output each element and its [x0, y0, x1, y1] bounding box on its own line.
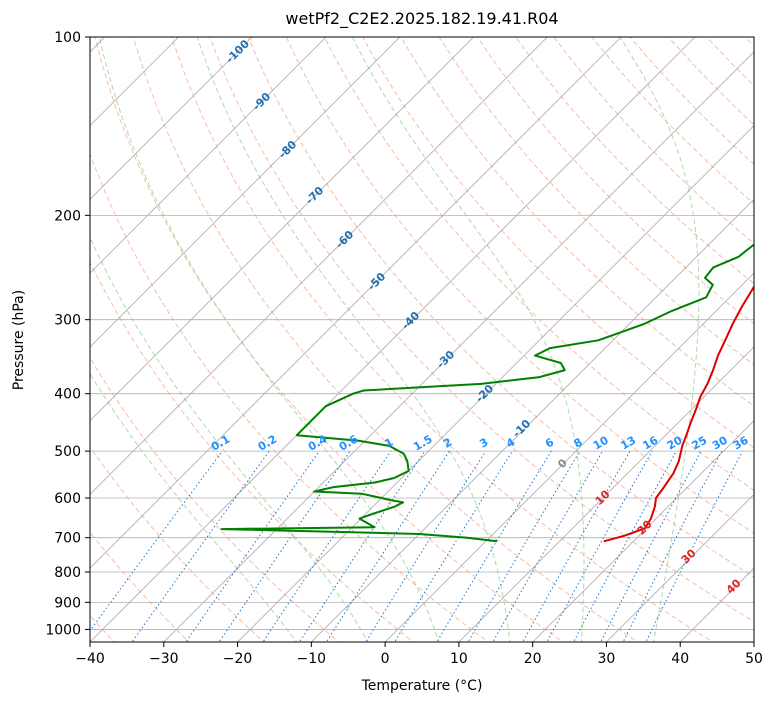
isotherm: [90, 37, 474, 422]
temperature-profile: [603, 285, 754, 543]
dry-adiabat: [285, 37, 754, 535]
dry-adiabat-label: -20: [473, 382, 496, 405]
y-tick-label: 200: [54, 208, 81, 224]
mixing-ratio-label: 25: [690, 434, 710, 453]
isotherm: [90, 37, 696, 642]
x-tick-label: −30: [149, 651, 179, 667]
dry-adiabat-label: 40: [724, 576, 744, 596]
y-axis-label: Pressure (hPa): [11, 289, 27, 391]
isotherm: [606, 493, 754, 642]
x-tick-label: 20: [524, 651, 542, 667]
isotherm: [90, 37, 253, 200]
isotherm: [163, 51, 754, 642]
mixing-ratio-line: [645, 450, 743, 642]
dry-adiabat: [90, 356, 340, 642]
mixing-ratio-line: [298, 450, 426, 642]
dry-adiabat: [553, 37, 754, 245]
dry-adiabat-label: -10: [510, 417, 533, 440]
dry-adiabat: [171, 37, 714, 642]
mixing-ratio-label: 16: [641, 433, 661, 452]
mixing-ratio-label: 3: [477, 436, 490, 451]
y-tick-label: 500: [54, 444, 81, 460]
isotherm: [384, 272, 754, 642]
y-tick-label: 1000: [45, 622, 81, 638]
y-tick-label: 300: [54, 313, 81, 329]
mixing-ratio-label: 1.5: [411, 433, 434, 454]
x-tick-label: −20: [223, 651, 253, 667]
dry-adiabat-label: -40: [399, 309, 422, 332]
mixing-ratio-line: [365, 450, 487, 642]
moist-adiabat: [90, 372, 298, 642]
dewpoint-profile: [220, 243, 754, 543]
x-tick-label: 10: [450, 651, 468, 667]
isotherm: [90, 37, 327, 274]
dry-adiabat-label: 10: [593, 487, 613, 507]
mixing-ratio-line: [325, 450, 450, 642]
plot-frame: [89, 36, 755, 643]
y-tick-label: 100: [54, 30, 81, 46]
dry-adiabat: [515, 37, 754, 285]
y-tick-label: 700: [54, 531, 81, 547]
y-tick-label: 400: [54, 387, 81, 403]
plot-area: [90, 37, 754, 642]
dry-adiabat-label: 30: [679, 546, 699, 566]
x-tick-label: −10: [297, 651, 327, 667]
mixing-ratio-line: [90, 450, 223, 632]
y-tick-label: 800: [54, 565, 81, 581]
chart-title: wetPf2_C2E2.2025.182.19.41.R04: [285, 9, 559, 28]
dry-adiabat-label: 0: [555, 456, 570, 471]
dry-adiabat: [744, 37, 754, 47]
isotherm: [532, 420, 754, 642]
mixing-ratio-line: [467, 450, 581, 642]
moist-adiabat: [98, 37, 440, 642]
dry-adiabat: [706, 37, 754, 87]
isotherm: [90, 37, 622, 569]
isotherm: [679, 567, 754, 642]
mixing-ratio-line: [262, 450, 392, 642]
isotherm: [90, 37, 401, 348]
mixing-ratio-line: [622, 450, 723, 642]
x-tick-label: −40: [75, 651, 105, 667]
x-tick-label: 40: [671, 651, 689, 667]
y-tick-label: 600: [54, 491, 81, 507]
mixing-ratio-label: 0.1: [209, 433, 232, 454]
mixing-ratio-label: 10: [591, 433, 611, 452]
dry-adiabat: [90, 446, 265, 642]
isotherm: [311, 198, 754, 642]
mixing-ratio-line: [218, 450, 351, 642]
moist-adiabat: [351, 37, 585, 642]
isotherm: [237, 124, 754, 642]
mixing-ratio-label: 6: [543, 435, 556, 450]
mixing-ratio-line: [394, 450, 513, 642]
dry-adiabat: [400, 37, 754, 407]
mixing-ratio-line: [572, 450, 677, 642]
isotherm: [753, 641, 754, 642]
moist-adiabat: [90, 236, 369, 642]
x-tick-label: 0: [381, 651, 390, 667]
x-tick-label: 30: [598, 651, 616, 667]
dry-adiabat: [476, 37, 754, 325]
mixing-ratio-line: [131, 450, 270, 642]
mixing-ratio-label: 36: [731, 433, 751, 452]
dry-adiabat: [323, 37, 754, 491]
y-tick-label: 900: [54, 595, 81, 611]
dry-adiabat: [90, 152, 490, 642]
dry-adiabat: [629, 37, 754, 165]
mixing-ratio-label: 0.2: [256, 433, 279, 454]
mixing-ratio-line: [185, 450, 320, 642]
isotherm: [458, 346, 754, 642]
dry-adiabat: [362, 37, 754, 449]
mixing-ratio-label: 0.6: [337, 432, 361, 453]
dry-adiabat: [132, 37, 639, 642]
isotherm: [90, 37, 548, 496]
mixing-ratio-line: [600, 450, 702, 642]
x-axis-label: Temperature (°C): [361, 678, 483, 694]
mixing-ratio-label: 30: [710, 433, 730, 452]
x-tick-label: 50: [745, 651, 763, 667]
